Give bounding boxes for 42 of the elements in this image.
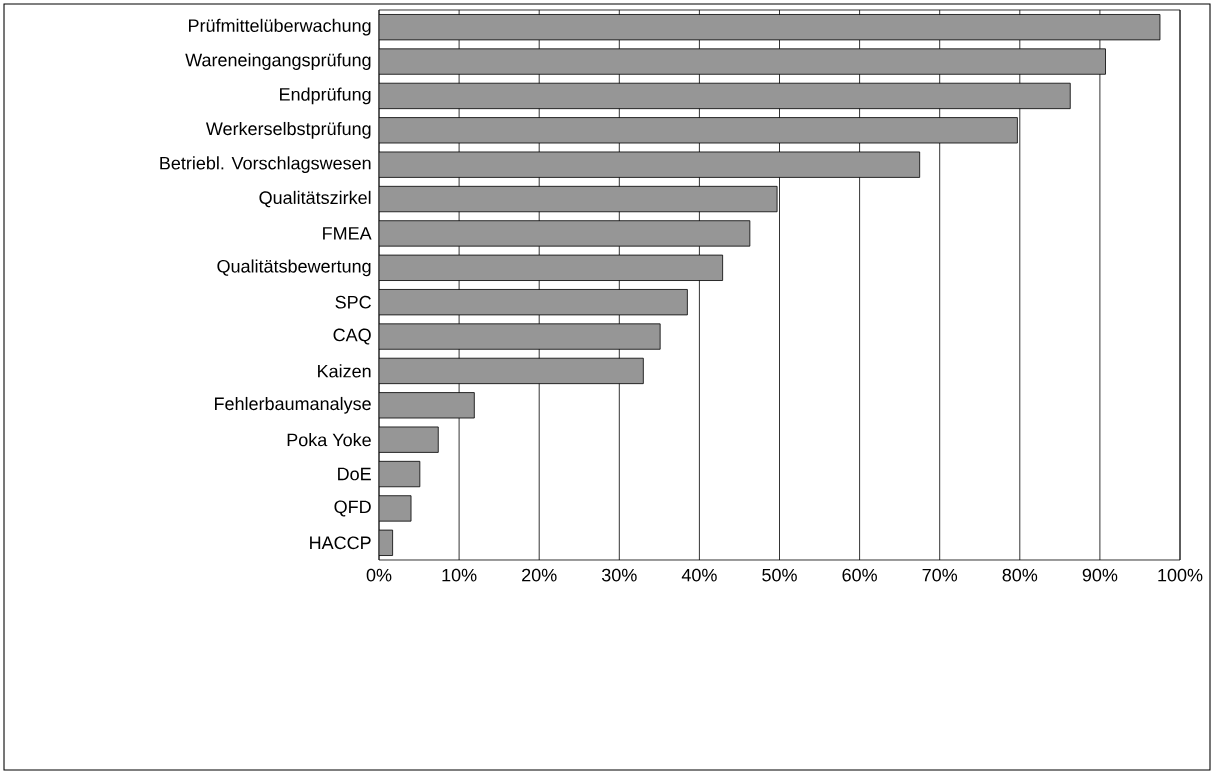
- y-tick-label: Werkerselbstprüfung: [205, 121, 371, 139]
- x-tick-label: 90%: [1082, 568, 1118, 582]
- y-tick-label: Kaizen: [318, 364, 371, 378]
- y-tick-label: CAQ: [333, 328, 371, 345]
- y-tick-label: HACCP: [310, 536, 371, 550]
- y-tick-label: SPC: [335, 295, 371, 309]
- y-tick-label: Fehlerbaumanalyse: [215, 396, 371, 414]
- x-tick-label: 80%: [1002, 568, 1038, 582]
- bar: [379, 495, 412, 522]
- bar: [379, 392, 475, 419]
- x-tick-label: 10%: [442, 568, 477, 582]
- bar: [379, 357, 644, 385]
- bar: [379, 151, 921, 178]
- bar: [379, 82, 1071, 110]
- y-tick-label: Prüfmittelüberwachung: [189, 18, 371, 36]
- x-tick-label: 30%: [601, 568, 637, 582]
- x-tick-label: 60%: [842, 568, 877, 582]
- bar: [379, 14, 1161, 41]
- y-tick-label: QFD: [334, 500, 371, 517]
- bar: [379, 323, 661, 350]
- y-tick-label: Betriebl. Vorschlagswesen: [160, 156, 371, 174]
- x-tick-label: 70%: [922, 568, 958, 582]
- x-tick-label: 0%: [366, 568, 392, 582]
- bar: [379, 426, 439, 453]
- x-tick-label: 50%: [762, 568, 797, 582]
- y-tick-label: Poka Yoke: [287, 433, 371, 447]
- bar: [379, 460, 421, 488]
- bar: [379, 185, 778, 213]
- y-tick-label: Qualitätsbewertung: [217, 259, 371, 277]
- bar: [379, 254, 724, 281]
- y-tick-label: Qualitätszirkel: [259, 190, 371, 208]
- y-tick-label: FMEA: [323, 227, 372, 240]
- y-tick-label: Endprüfung: [280, 87, 371, 105]
- y-tick-label: Wareneingangsprüfung: [185, 53, 371, 70]
- y-tick-label: DoE: [338, 467, 371, 481]
- x-tick-label: 20%: [522, 568, 557, 582]
- bar: [379, 289, 688, 316]
- x-tick-label: 100%: [1158, 568, 1203, 582]
- x-tick-label: 40%: [681, 568, 717, 582]
- bar: [379, 117, 1018, 144]
- bar: [379, 220, 751, 247]
- bar: [379, 48, 1106, 75]
